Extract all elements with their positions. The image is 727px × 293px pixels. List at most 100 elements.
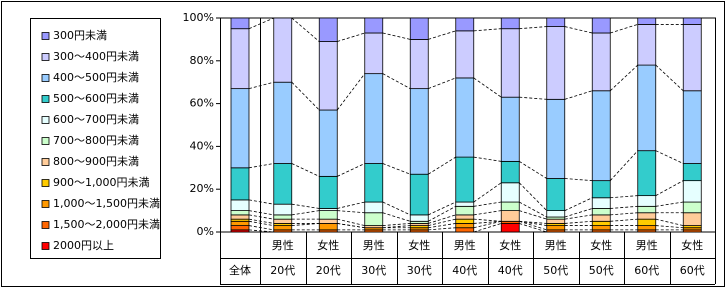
- bar-segment: [230, 199, 250, 211]
- legend-swatch: [41, 200, 50, 208]
- bar-segment: [409, 173, 429, 216]
- connector: [519, 201, 547, 218]
- bar-segment: [546, 218, 566, 224]
- bar-segment: [591, 17, 611, 34]
- bar-segment: [637, 212, 657, 220]
- y-tick-label: 40%: [190, 139, 214, 152]
- y-tick-label: 20%: [190, 182, 214, 195]
- bar-segment: [318, 218, 338, 224]
- bar-segment: [455, 205, 475, 216]
- bar-segment: [637, 225, 657, 231]
- connector: [655, 180, 684, 196]
- bar-segment: [682, 201, 702, 214]
- bar-segment: [500, 201, 520, 211]
- connector: [248, 218, 274, 224]
- bar-segment: [273, 218, 293, 224]
- bar-segment: [273, 163, 293, 205]
- bar-segment: [546, 225, 566, 231]
- bar-segment: [682, 17, 702, 25]
- bar-segment: [230, 167, 250, 201]
- connector: [382, 201, 411, 216]
- bar-segment: [230, 210, 250, 216]
- connector: [428, 227, 456, 231]
- x-tick-label: 女性: [590, 238, 612, 252]
- connector: [248, 17, 274, 30]
- legend-label: 500～600円未満: [53, 92, 139, 105]
- x-tick-label: 男性: [636, 238, 658, 252]
- connector: [473, 218, 502, 222]
- bar-segment: [591, 208, 611, 216]
- x-tick-label: 女性: [408, 238, 430, 252]
- connector: [564, 197, 593, 211]
- connector: [248, 229, 274, 233]
- bar-segment: [230, 28, 250, 90]
- legend-label: 900～1,000円未満: [53, 176, 150, 189]
- x-tick-label: 60代: [634, 264, 659, 277]
- connector: [473, 220, 502, 224]
- y-tick-label: 100%: [183, 11, 214, 24]
- bar-segment: [455, 214, 475, 220]
- legend-label: 300～400円未満: [53, 50, 139, 63]
- bar-segment: [591, 180, 611, 199]
- bar-segment: [591, 214, 611, 222]
- bar-segment: [230, 17, 250, 30]
- bar-segment: [273, 81, 293, 164]
- connector: [519, 220, 547, 224]
- legend-swatch: [41, 221, 50, 229]
- bar-segment: [500, 182, 520, 203]
- bar-segment: [500, 223, 520, 233]
- connector: [336, 73, 366, 111]
- bar-segment: [409, 39, 429, 90]
- connector: [291, 17, 320, 42]
- bar-segment: [230, 225, 250, 231]
- bar-segment: [637, 24, 657, 66]
- legend-swatch: [41, 32, 50, 40]
- bar-segment: [364, 201, 384, 214]
- x-tick-label: 20代: [270, 264, 295, 277]
- bar-segment: [364, 212, 384, 226]
- legend-label: 800～900円未満: [53, 155, 139, 168]
- bar-segment: [364, 163, 384, 203]
- x-tick-label: 全体: [229, 263, 251, 277]
- x-tick-label: 男性: [363, 238, 385, 252]
- connector: [473, 77, 502, 98]
- legend-swatch: [41, 53, 50, 61]
- x-tick-label: 50代: [543, 264, 568, 277]
- connector: [291, 163, 320, 177]
- connector: [610, 205, 638, 209]
- bar-segment: [546, 210, 566, 218]
- bar-segment: [500, 160, 520, 184]
- connector: [248, 81, 274, 90]
- connector: [248, 163, 274, 169]
- legend-swatch: [41, 74, 50, 82]
- legend-swatch: [41, 158, 50, 166]
- bar-segment: [318, 223, 338, 231]
- bar-segment: [637, 218, 657, 226]
- connector: [610, 195, 638, 199]
- connector: [609, 150, 639, 181]
- y-tick-label: 60%: [190, 97, 214, 110]
- bar-segment: [230, 214, 250, 220]
- connector: [609, 64, 639, 92]
- legend-swatch: [41, 95, 50, 103]
- bar-segment: [364, 32, 384, 75]
- legend-label: 1,000～1,500円未満: [53, 197, 160, 210]
- connector: [428, 156, 456, 175]
- connector: [564, 220, 593, 224]
- x-tick-label: 30代: [407, 264, 432, 277]
- bar-segment: [682, 212, 702, 226]
- connector: [248, 210, 274, 216]
- bar-segment: [230, 220, 250, 226]
- x-tick-label: 40代: [498, 264, 523, 277]
- x-tick-label: 40代: [452, 264, 477, 277]
- bar-segment: [637, 64, 657, 152]
- legend-label: 400～500円未満: [53, 71, 139, 84]
- connector: [382, 73, 411, 89]
- bar-segment: [273, 225, 293, 231]
- bar-segment: [682, 24, 702, 92]
- connector: [248, 199, 274, 205]
- x-tick-label: 20代: [316, 264, 341, 277]
- bar-segment: [546, 26, 566, 100]
- bar-segment: [364, 17, 384, 34]
